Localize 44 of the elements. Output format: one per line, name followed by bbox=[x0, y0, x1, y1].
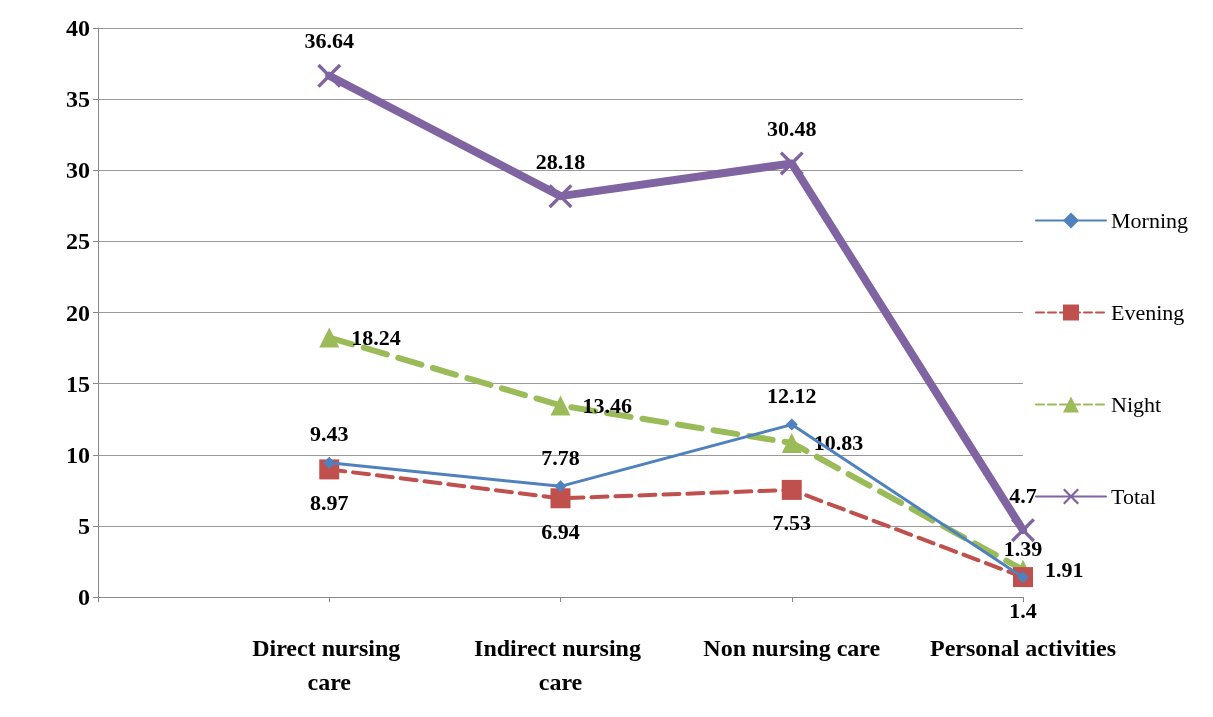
data-label: 1.4 bbox=[1009, 597, 1037, 623]
point bbox=[317, 63, 342, 88]
data-label: 30.48 bbox=[767, 115, 817, 141]
y-tick-label: 40 bbox=[66, 15, 90, 41]
data-label: 1.39 bbox=[1003, 535, 1043, 561]
point bbox=[1011, 518, 1035, 543]
x-tick-label: Direct nursing care bbox=[252, 635, 407, 695]
data-label: 1.91 bbox=[1045, 557, 1084, 583]
y-tick-label: 35 bbox=[66, 86, 90, 113]
y-tick-label: 25 bbox=[66, 228, 90, 255]
data-label: 8.97 bbox=[310, 489, 349, 515]
x-tick-label: Non nursing care bbox=[703, 635, 881, 661]
point bbox=[554, 480, 567, 493]
data-label: 13.46 bbox=[582, 393, 632, 419]
y-tick-label: 30 bbox=[66, 157, 90, 184]
data-label: 12.12 bbox=[767, 383, 817, 409]
point bbox=[548, 184, 573, 209]
point bbox=[550, 395, 571, 416]
y-tick-label: 5 bbox=[78, 512, 90, 539]
legend-label: Evening bbox=[1111, 300, 1185, 325]
x-tick-label: Indirect nursing care bbox=[474, 635, 647, 695]
data-label: 9.43 bbox=[310, 421, 349, 447]
x-tick-label: Personal activities bbox=[930, 635, 1116, 661]
point bbox=[781, 479, 802, 500]
y-tick-label: 10 bbox=[66, 441, 90, 468]
data-label: 7.78 bbox=[541, 444, 580, 470]
data-label: 36.64 bbox=[304, 28, 354, 54]
point bbox=[779, 151, 804, 176]
data-label: 18.24 bbox=[351, 325, 401, 351]
legend-label: Night bbox=[1111, 392, 1162, 417]
point bbox=[550, 488, 571, 509]
point bbox=[781, 432, 802, 453]
y-tick-label: 0 bbox=[78, 584, 90, 610]
point bbox=[323, 456, 336, 469]
legend-label: Total bbox=[1111, 484, 1156, 509]
y-tick-label: 20 bbox=[66, 299, 90, 326]
data-label: 4.7 bbox=[1009, 482, 1037, 508]
data-label: 28.18 bbox=[535, 148, 586, 174]
point bbox=[785, 418, 798, 431]
data-label: 7.53 bbox=[772, 510, 811, 536]
data-label: 6.94 bbox=[541, 518, 580, 544]
y-tick-label: 15 bbox=[66, 370, 90, 397]
point bbox=[319, 327, 340, 348]
legend-label: Morning bbox=[1111, 208, 1188, 233]
